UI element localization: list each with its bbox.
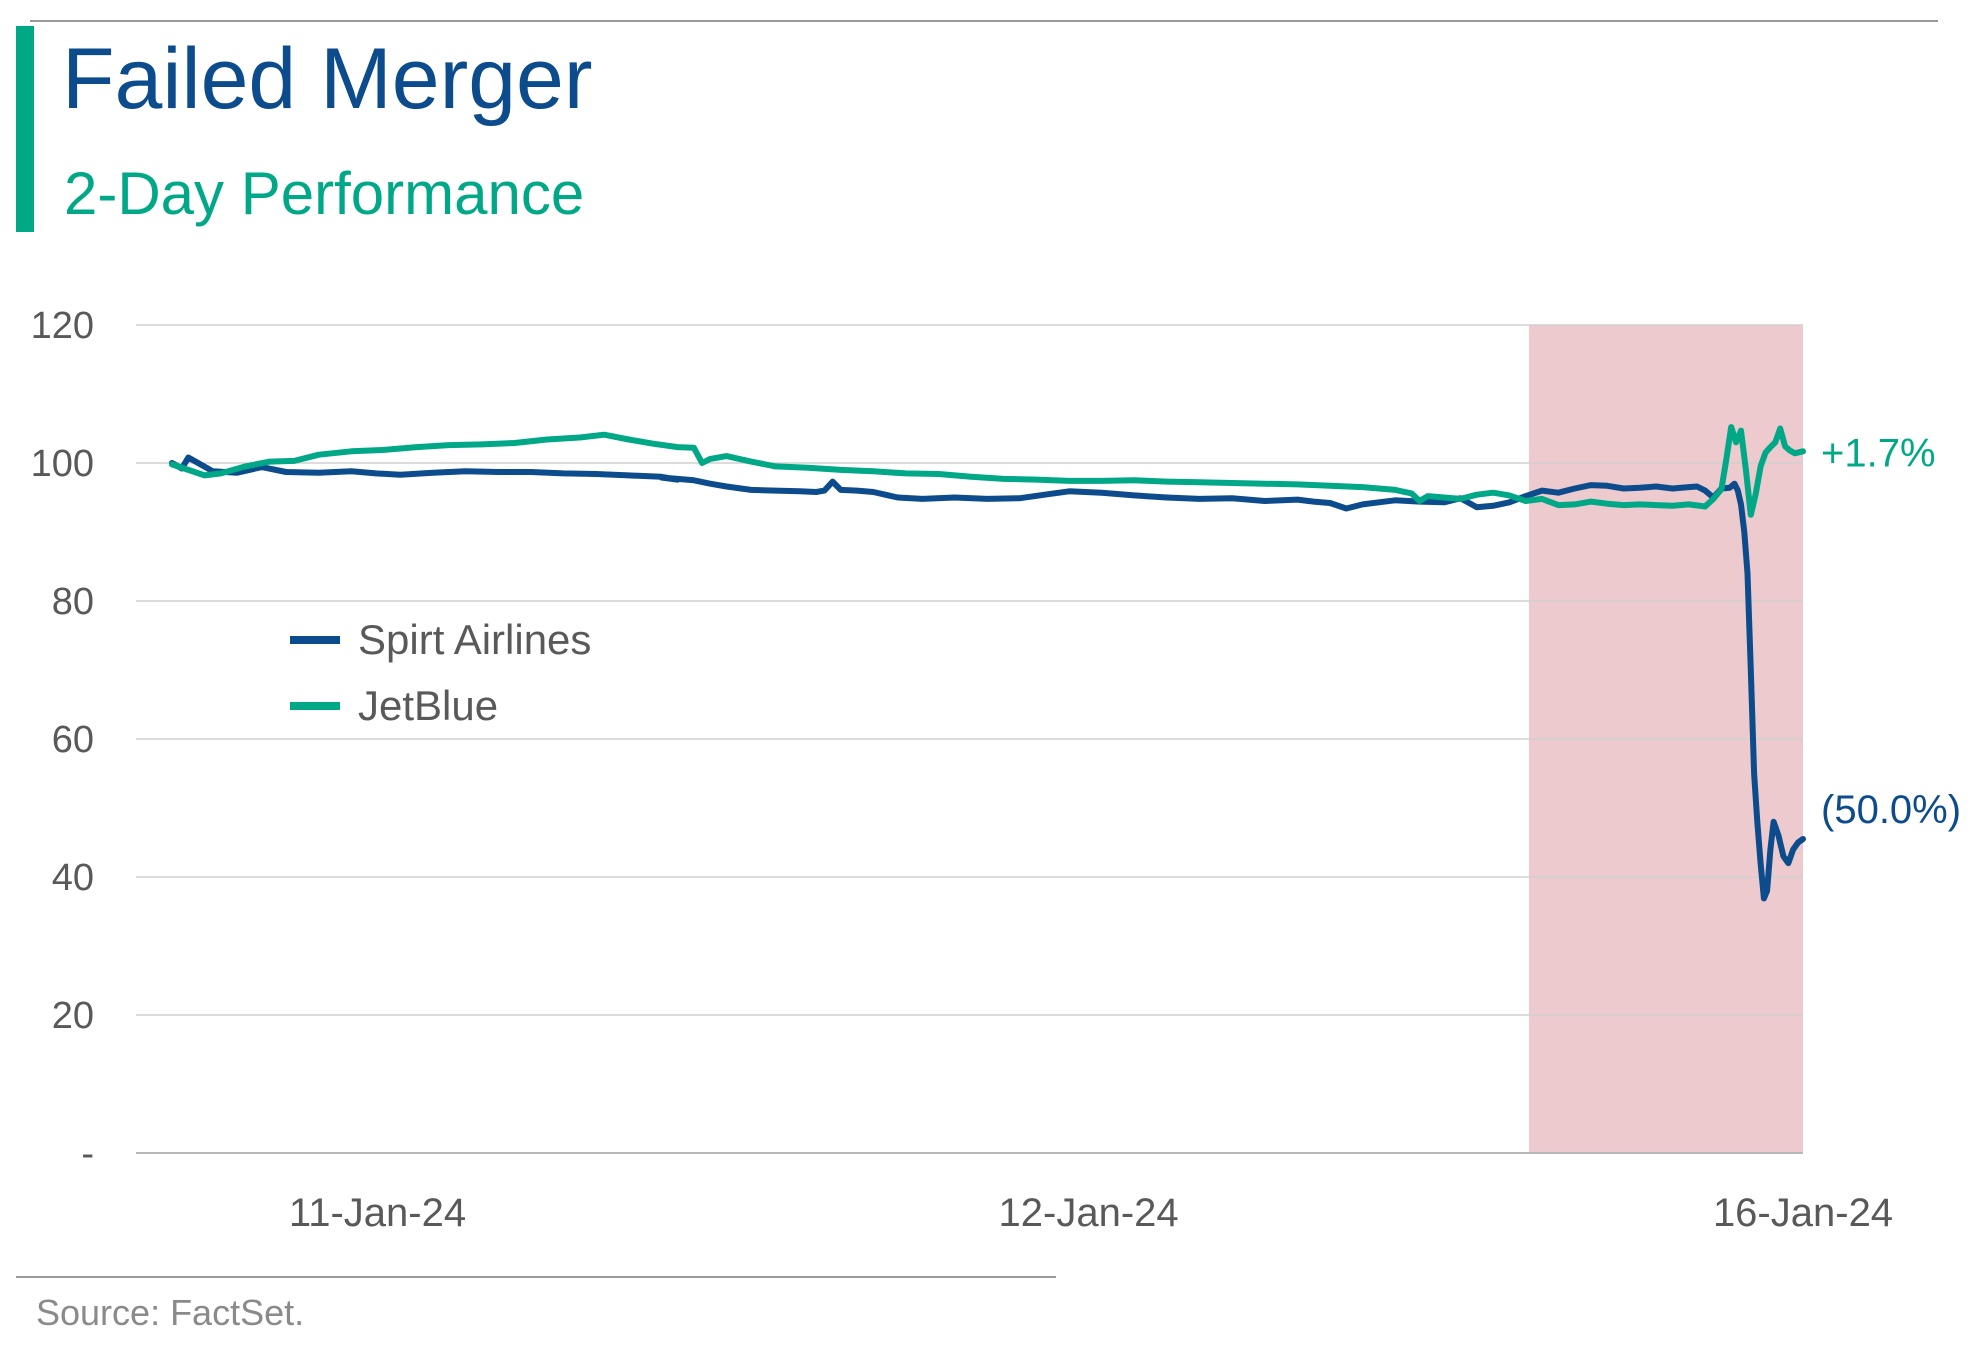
bottom-rule (16, 1276, 1056, 1278)
legend-label-jetblue: JetBlue (358, 682, 498, 729)
end-label-spirit: (50.0%) (1821, 788, 1961, 832)
end-label-jetblue: +1.7% (1821, 431, 1936, 475)
y-tick-label: - (81, 1133, 94, 1175)
series-line-jetblue (169, 424, 1806, 518)
page-title: Failed Merger (62, 31, 593, 127)
y-tick-label: 20 (52, 995, 94, 1037)
x-tick-label: 12-Jan-24 (999, 1191, 1179, 1235)
y-tick-label: 40 (52, 857, 94, 899)
page-subtitle: 2-Day Performance (64, 160, 585, 227)
y-tick-label: 80 (52, 581, 94, 623)
source-note: Source: FactSet. (36, 1292, 305, 1333)
y-tick-label: 100 (31, 443, 94, 485)
y-tick-label: 120 (31, 305, 94, 347)
x-tick-label: 11-Jan-24 (289, 1191, 466, 1235)
series-line-spirit (169, 454, 1806, 902)
y-tick-label: 60 (52, 719, 94, 761)
title-accent-bar (16, 26, 34, 232)
legend-label-spirit: Spirt Airlines (358, 616, 591, 663)
x-tick-label: 16-Jan-24 (1713, 1191, 1893, 1235)
top-rule (30, 20, 1938, 22)
